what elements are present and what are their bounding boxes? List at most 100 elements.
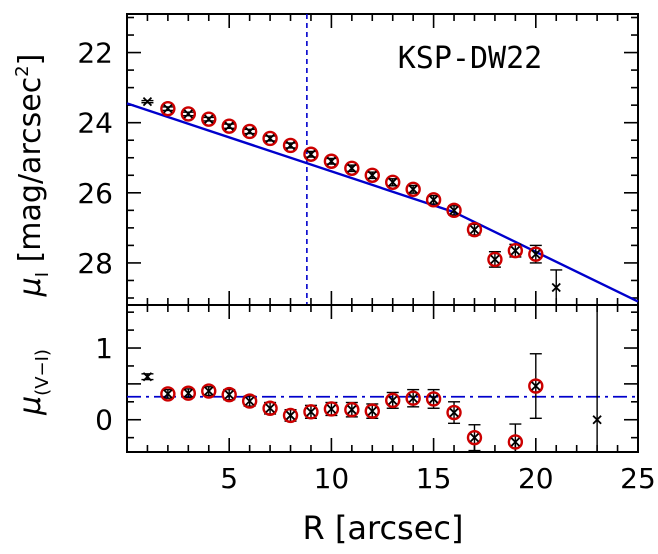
data-point-cross bbox=[265, 403, 275, 413]
data-point-circle bbox=[180, 106, 197, 122]
data-point-circle bbox=[405, 181, 421, 198]
data-point-cross bbox=[285, 410, 296, 421]
data-point-cross bbox=[592, 415, 602, 425]
data-point-circle bbox=[241, 123, 258, 140]
x-tick-label: 25 bbox=[620, 462, 656, 495]
plot-frame bbox=[126, 304, 639, 453]
ylabel-mu: μ bbox=[13, 277, 48, 297]
y-tick-label: 1 bbox=[95, 332, 113, 365]
data-point-circle bbox=[364, 403, 380, 419]
data-point-cross bbox=[224, 121, 234, 131]
data-point-circle bbox=[344, 401, 360, 418]
y-tick-label: 28 bbox=[77, 247, 113, 280]
x-tick-label: 10 bbox=[314, 462, 350, 495]
ylabel-color-sub: (V−I) bbox=[32, 349, 53, 396]
data-point-cross bbox=[367, 170, 377, 180]
data-point-circle bbox=[364, 167, 380, 183]
data-point-cross bbox=[326, 156, 337, 166]
data-point-circle bbox=[405, 390, 421, 406]
data-point-circle bbox=[323, 153, 340, 169]
data-point-circle bbox=[282, 407, 299, 424]
data-point-circle bbox=[507, 242, 524, 259]
y-axis-label-bottom: μ(V−I) bbox=[13, 349, 53, 416]
ylabel-close: ] bbox=[13, 54, 48, 66]
x-tick-label: 15 bbox=[416, 462, 452, 495]
data-point-cross bbox=[510, 246, 520, 256]
data-point-circle bbox=[466, 221, 483, 238]
data-point-cross bbox=[469, 224, 480, 235]
data-point-circle bbox=[221, 118, 237, 134]
y-tick-label: 24 bbox=[77, 107, 113, 140]
data-point-cross bbox=[306, 149, 316, 159]
data-point-cross bbox=[408, 393, 418, 403]
data-point-circle bbox=[446, 404, 462, 421]
data-point-circle bbox=[201, 383, 217, 399]
data-point-circle bbox=[241, 393, 258, 409]
data-point-cross bbox=[490, 254, 500, 265]
data-point-cross bbox=[306, 407, 316, 417]
data-point-cross bbox=[265, 133, 275, 144]
bottom-panel: 5 10 15 20 25 0 1 bbox=[95, 304, 656, 495]
plot-frame bbox=[126, 13, 639, 306]
data-point-circle bbox=[385, 392, 401, 409]
data-point-cross bbox=[388, 177, 398, 187]
data-point-cross bbox=[204, 114, 214, 124]
data-point-cross bbox=[285, 140, 296, 151]
y-tick-label: 26 bbox=[77, 177, 113, 210]
profile-fit-line bbox=[126, 102, 639, 303]
data-point-cross bbox=[163, 104, 173, 114]
data-point-cross bbox=[163, 389, 173, 399]
top-panel: 22 24 26 28 bbox=[77, 13, 639, 306]
data-point-cross bbox=[142, 97, 153, 107]
data-point-cross bbox=[142, 372, 153, 382]
x-axis-label: R [arcsec] bbox=[303, 509, 464, 547]
data-point-circle bbox=[160, 386, 176, 402]
data-point-cross bbox=[326, 404, 337, 414]
x-tick-label: 20 bbox=[518, 462, 554, 495]
annotation-label: KSP-DW22 bbox=[398, 41, 543, 76]
data-point-cross bbox=[224, 389, 234, 400]
data-point-circle bbox=[507, 434, 524, 450]
data-point-circle bbox=[528, 378, 544, 394]
data-point-circle bbox=[385, 174, 401, 190]
data-point-circle bbox=[425, 391, 442, 407]
data-point-circle bbox=[221, 386, 237, 403]
data-point-cross bbox=[183, 109, 193, 119]
data-point-cross bbox=[245, 396, 255, 406]
data-point-cross bbox=[469, 433, 480, 443]
ylabel-mu-color: μ bbox=[13, 396, 48, 416]
data-point-circle bbox=[466, 429, 483, 446]
x-tick-label: 5 bbox=[220, 462, 238, 495]
data-point-circle bbox=[303, 404, 319, 420]
data-point-cross bbox=[449, 205, 459, 215]
data-point-circle bbox=[344, 160, 360, 176]
data-point-cross bbox=[449, 407, 459, 418]
svg-text:μI [mag/arcsec2]: μI [mag/arcsec2] bbox=[12, 54, 53, 298]
ylabel-sub: I bbox=[32, 272, 53, 277]
data-point-cross bbox=[347, 405, 357, 415]
data-point-circle bbox=[303, 146, 319, 162]
data-point-cross bbox=[183, 388, 193, 398]
data-point-cross bbox=[551, 282, 561, 293]
data-point-circle bbox=[323, 401, 340, 417]
y-tick-label: 22 bbox=[77, 37, 113, 70]
ylabel-sup: 2 bbox=[12, 65, 33, 76]
data-point-cross bbox=[367, 406, 377, 416]
y-tick-label: 0 bbox=[95, 404, 113, 437]
data-point-circle bbox=[487, 251, 503, 268]
svg-text:μ(V−I): μ(V−I) bbox=[13, 349, 53, 416]
data-point-circle bbox=[262, 400, 278, 416]
data-point-cross bbox=[388, 395, 398, 406]
data-point-circle bbox=[201, 111, 217, 127]
data-point-cross bbox=[347, 163, 357, 173]
data-point-circle bbox=[446, 202, 462, 219]
ylabel-units: [mag/arcsec bbox=[13, 77, 48, 263]
data-point-circle bbox=[160, 100, 176, 117]
data-point-cross bbox=[428, 394, 439, 404]
data-point-cross bbox=[531, 381, 541, 391]
data-point-circle bbox=[425, 192, 442, 208]
data-point-circle bbox=[262, 130, 278, 147]
y-axis-label-top: μI [mag/arcsec2] bbox=[12, 54, 53, 298]
data-point-cross bbox=[531, 249, 541, 259]
